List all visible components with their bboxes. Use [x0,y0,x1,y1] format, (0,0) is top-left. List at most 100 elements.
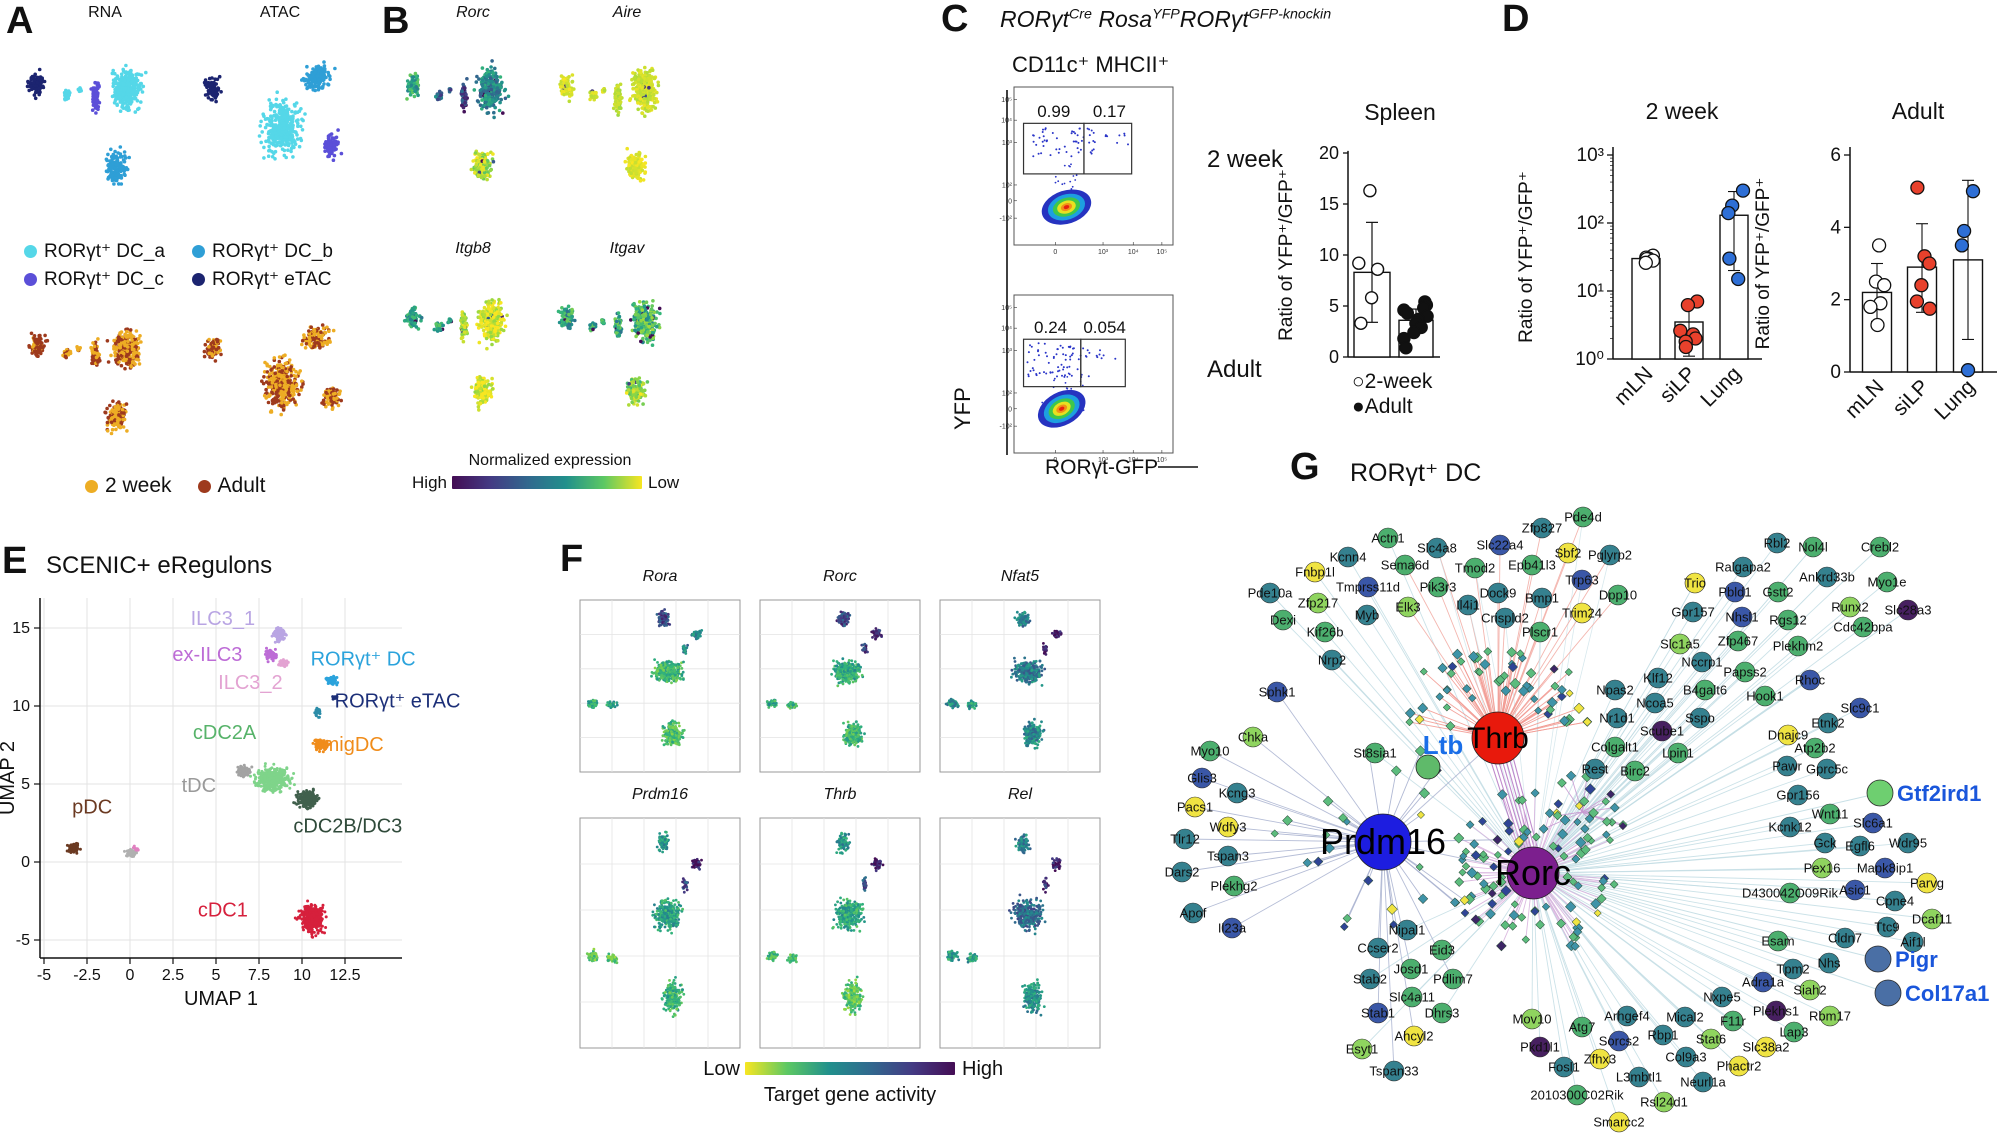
gene-node [1876,916,1898,938]
flow-age-adult: Adult [1207,356,1262,383]
gene-label: Chka [1238,730,1269,745]
feature-plot-itgb8 [402,297,509,412]
gene-node [1777,724,1799,746]
gene-node [1487,582,1509,604]
data-point [1399,341,1413,355]
bar-title-adult: Adult [1891,98,1945,124]
gene-label: Pglyrp2 [1588,548,1632,563]
cluster-points [405,59,511,182]
cluster-label: cDC2B/DC3 [293,815,402,837]
umap-atac-clusters [202,60,344,162]
gene-label: Tspan3 [1207,849,1249,864]
f-colorbar-low: Low [703,1058,740,1080]
legend-item: RORγt⁺ DC_a [24,240,192,263]
gene-label: Tmod2 [1455,561,1495,576]
gene-node [1266,681,1288,703]
gene-node [1916,872,1938,894]
gene-label: Smarcc2 [1593,1115,1644,1130]
gene-label-highlighted: Pigr [1895,947,1938,972]
data-point [1722,251,1737,266]
gene-node [1816,566,1838,588]
data-point [1407,325,1421,340]
gene-node [1839,596,1861,618]
gene-label: D430042O09Rik [1742,886,1839,901]
gene-label: L3mbtl1 [1616,1070,1662,1085]
cluster-label: ILC3_2 [218,672,283,694]
hub-node-Thrb [1471,711,1525,765]
gene-label: 2010300C02Rik [1530,1088,1624,1103]
gene-label: Nr1d1 [1599,711,1634,726]
ratio-bar-charts: Ratio of YFP⁺/GFP⁺10⁰10¹10²10³mLNsiLPLun… [1516,145,1997,425]
gene-label: Plscr1 [1522,625,1558,640]
gene-label: Gpr156 [1776,788,1819,803]
gene-node [1802,536,1824,558]
gene-label: Colgalt1 [1591,740,1639,755]
gene-label: Plekhm2 [1773,639,1824,654]
f-colorbar-gradient [745,1062,955,1075]
legend-label: RORγt⁺ DC_b [212,241,333,262]
gene-label: Kcnn4 [1330,550,1367,565]
legend-swatch [192,273,205,286]
gene-label: Nhsl1 [1725,610,1758,625]
gene-label: Dnajc9 [1768,728,1808,743]
gene-node [1397,596,1419,618]
data-point [1960,363,1976,378]
gene-node [1553,1056,1575,1078]
x-axis-label: UMAP 1 [184,988,258,1010]
data-point [1863,299,1878,315]
gene-node [1489,534,1511,556]
gene-label: Crebl2 [1861,540,1899,555]
gene-node [1767,581,1789,603]
gene-label: Tlr12 [1170,832,1200,847]
gene-node [1431,939,1453,961]
gene-node [1682,601,1704,623]
feature-title-rorc: Rorc [456,4,490,21]
gene-node [1304,561,1326,583]
colorbar-high-label: High [412,473,447,492]
gene-node [1521,554,1543,576]
hub-label-Ltb: Ltb [1423,730,1463,760]
gene-node [1692,1071,1714,1093]
data-point [1871,238,1887,253]
gene-node [1734,661,1756,683]
gene-label: Josd1 [1394,962,1429,977]
gene-label: Parvg [1910,876,1944,891]
gene-node [1571,602,1593,624]
flow-age-2week: 2 week [1207,146,1284,173]
gene-node [1321,649,1343,671]
gene-node [1779,816,1801,838]
gene-label: Mapk8ip1 [1857,861,1913,876]
gene-node [1571,1016,1593,1038]
gene-label: Pex16 [1804,861,1841,876]
gene-label: Slc6a1 [1853,816,1893,831]
gene-node [1226,782,1248,804]
regulon-title-prdm16: Prdm16 [631,786,689,803]
colorbar-gradient [452,476,642,489]
gene-label: Myo10 [1190,744,1229,759]
gene-label: Sbf2 [1555,546,1582,561]
gene-node [1191,767,1213,789]
category-label: mLN [1841,375,1889,423]
age-legend: 2 week Adult [85,474,265,498]
gene-node [1400,958,1422,980]
data-point [1731,271,1746,287]
gene-node [1777,609,1799,631]
gene-label: Slc28a3 [1885,603,1932,618]
gene-label: Bmp1 [1525,591,1559,606]
gene-node [1782,958,1804,980]
gene-label: Etnk2 [1811,716,1844,731]
legend-swatch [197,479,211,493]
legend-item: RORγt⁺ DC_b [192,240,374,263]
gene-label: Sema6d [1381,558,1429,573]
gene-label: Rsl24d1 [1640,1095,1688,1110]
cluster-points [765,610,883,748]
cluster-points [946,833,1062,1017]
gene-node-highlighted [1874,979,1902,1007]
feature-title-itgav: Itgav [609,240,645,257]
gene-node [1834,927,1856,949]
gene-label: Slc38a2 [1743,1040,1790,1055]
gene-node [1624,760,1646,782]
gene-node [1779,882,1801,904]
